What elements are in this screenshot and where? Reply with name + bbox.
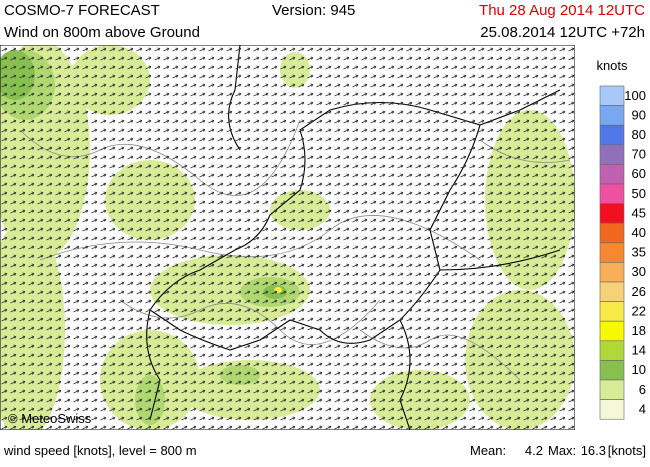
- legend-swatch: [599, 320, 625, 342]
- legend-swatch: [599, 222, 625, 244]
- legend-label: 60: [632, 166, 646, 181]
- legend-label: 90: [632, 107, 646, 122]
- legend-swatch: [599, 144, 625, 165]
- legend-label: 14: [632, 343, 646, 358]
- map: © MeteoSwiss: [0, 45, 575, 430]
- wind-arrows: [0, 45, 575, 430]
- legend-swatch: [599, 360, 625, 381]
- model-title: COSMO-7 FORECAST: [4, 2, 160, 19]
- max-unit: [knots]: [608, 443, 646, 458]
- legend-label: 4: [639, 401, 646, 416]
- legend-swatch: [599, 203, 625, 224]
- mean-value: 4.2: [525, 443, 543, 458]
- legend-swatch: [599, 262, 625, 283]
- legend-unit: knots: [596, 58, 628, 73]
- legend-swatch: [599, 242, 625, 263]
- legend-label: 70: [632, 147, 646, 162]
- run-time: 25.08.2014 12UTC +72h: [480, 24, 645, 41]
- legend-label: 6: [639, 382, 646, 397]
- version: Version: 945: [272, 2, 355, 19]
- legend-label: 45: [632, 205, 646, 220]
- footer-description: wind speed [knots], level = 800 m: [3, 443, 197, 458]
- credit: © MeteoSwiss: [8, 411, 92, 426]
- legend-swatch: [599, 340, 625, 361]
- legend-label: 35: [632, 245, 646, 260]
- valid-time: Thu 28 Aug 2014 12UTC: [479, 2, 645, 19]
- legend-swatch: [599, 379, 625, 400]
- legend-label: 50: [632, 186, 646, 201]
- max-label: Max:: [548, 443, 576, 458]
- legend-swatch: [599, 124, 625, 146]
- legend-label: 22: [632, 303, 646, 318]
- max-value: 16.3: [581, 443, 606, 458]
- mean-label: Mean:: [470, 443, 506, 458]
- legend-swatch: [599, 281, 625, 302]
- legend-label: 10: [632, 362, 646, 377]
- legend-swatch: [599, 399, 625, 420]
- legend-swatch: [599, 183, 625, 204]
- legend-label: 80: [632, 127, 646, 142]
- legend-swatch: [599, 301, 625, 322]
- legend-label: 26: [632, 284, 646, 299]
- legend-label: 40: [632, 225, 646, 240]
- legend-label: 100: [624, 88, 646, 103]
- field-title: Wind on 800m above Ground: [4, 24, 200, 41]
- legend-swatch: [599, 105, 625, 126]
- legend-swatch: [599, 85, 625, 106]
- legend-label: 30: [632, 264, 646, 279]
- legend: knots 100 90 80 70 60 50 45 40 35 30 26 22 18 14 10 6 4: [596, 58, 646, 420]
- legend-swatch: [599, 164, 625, 185]
- legend-label: 18: [632, 323, 646, 338]
